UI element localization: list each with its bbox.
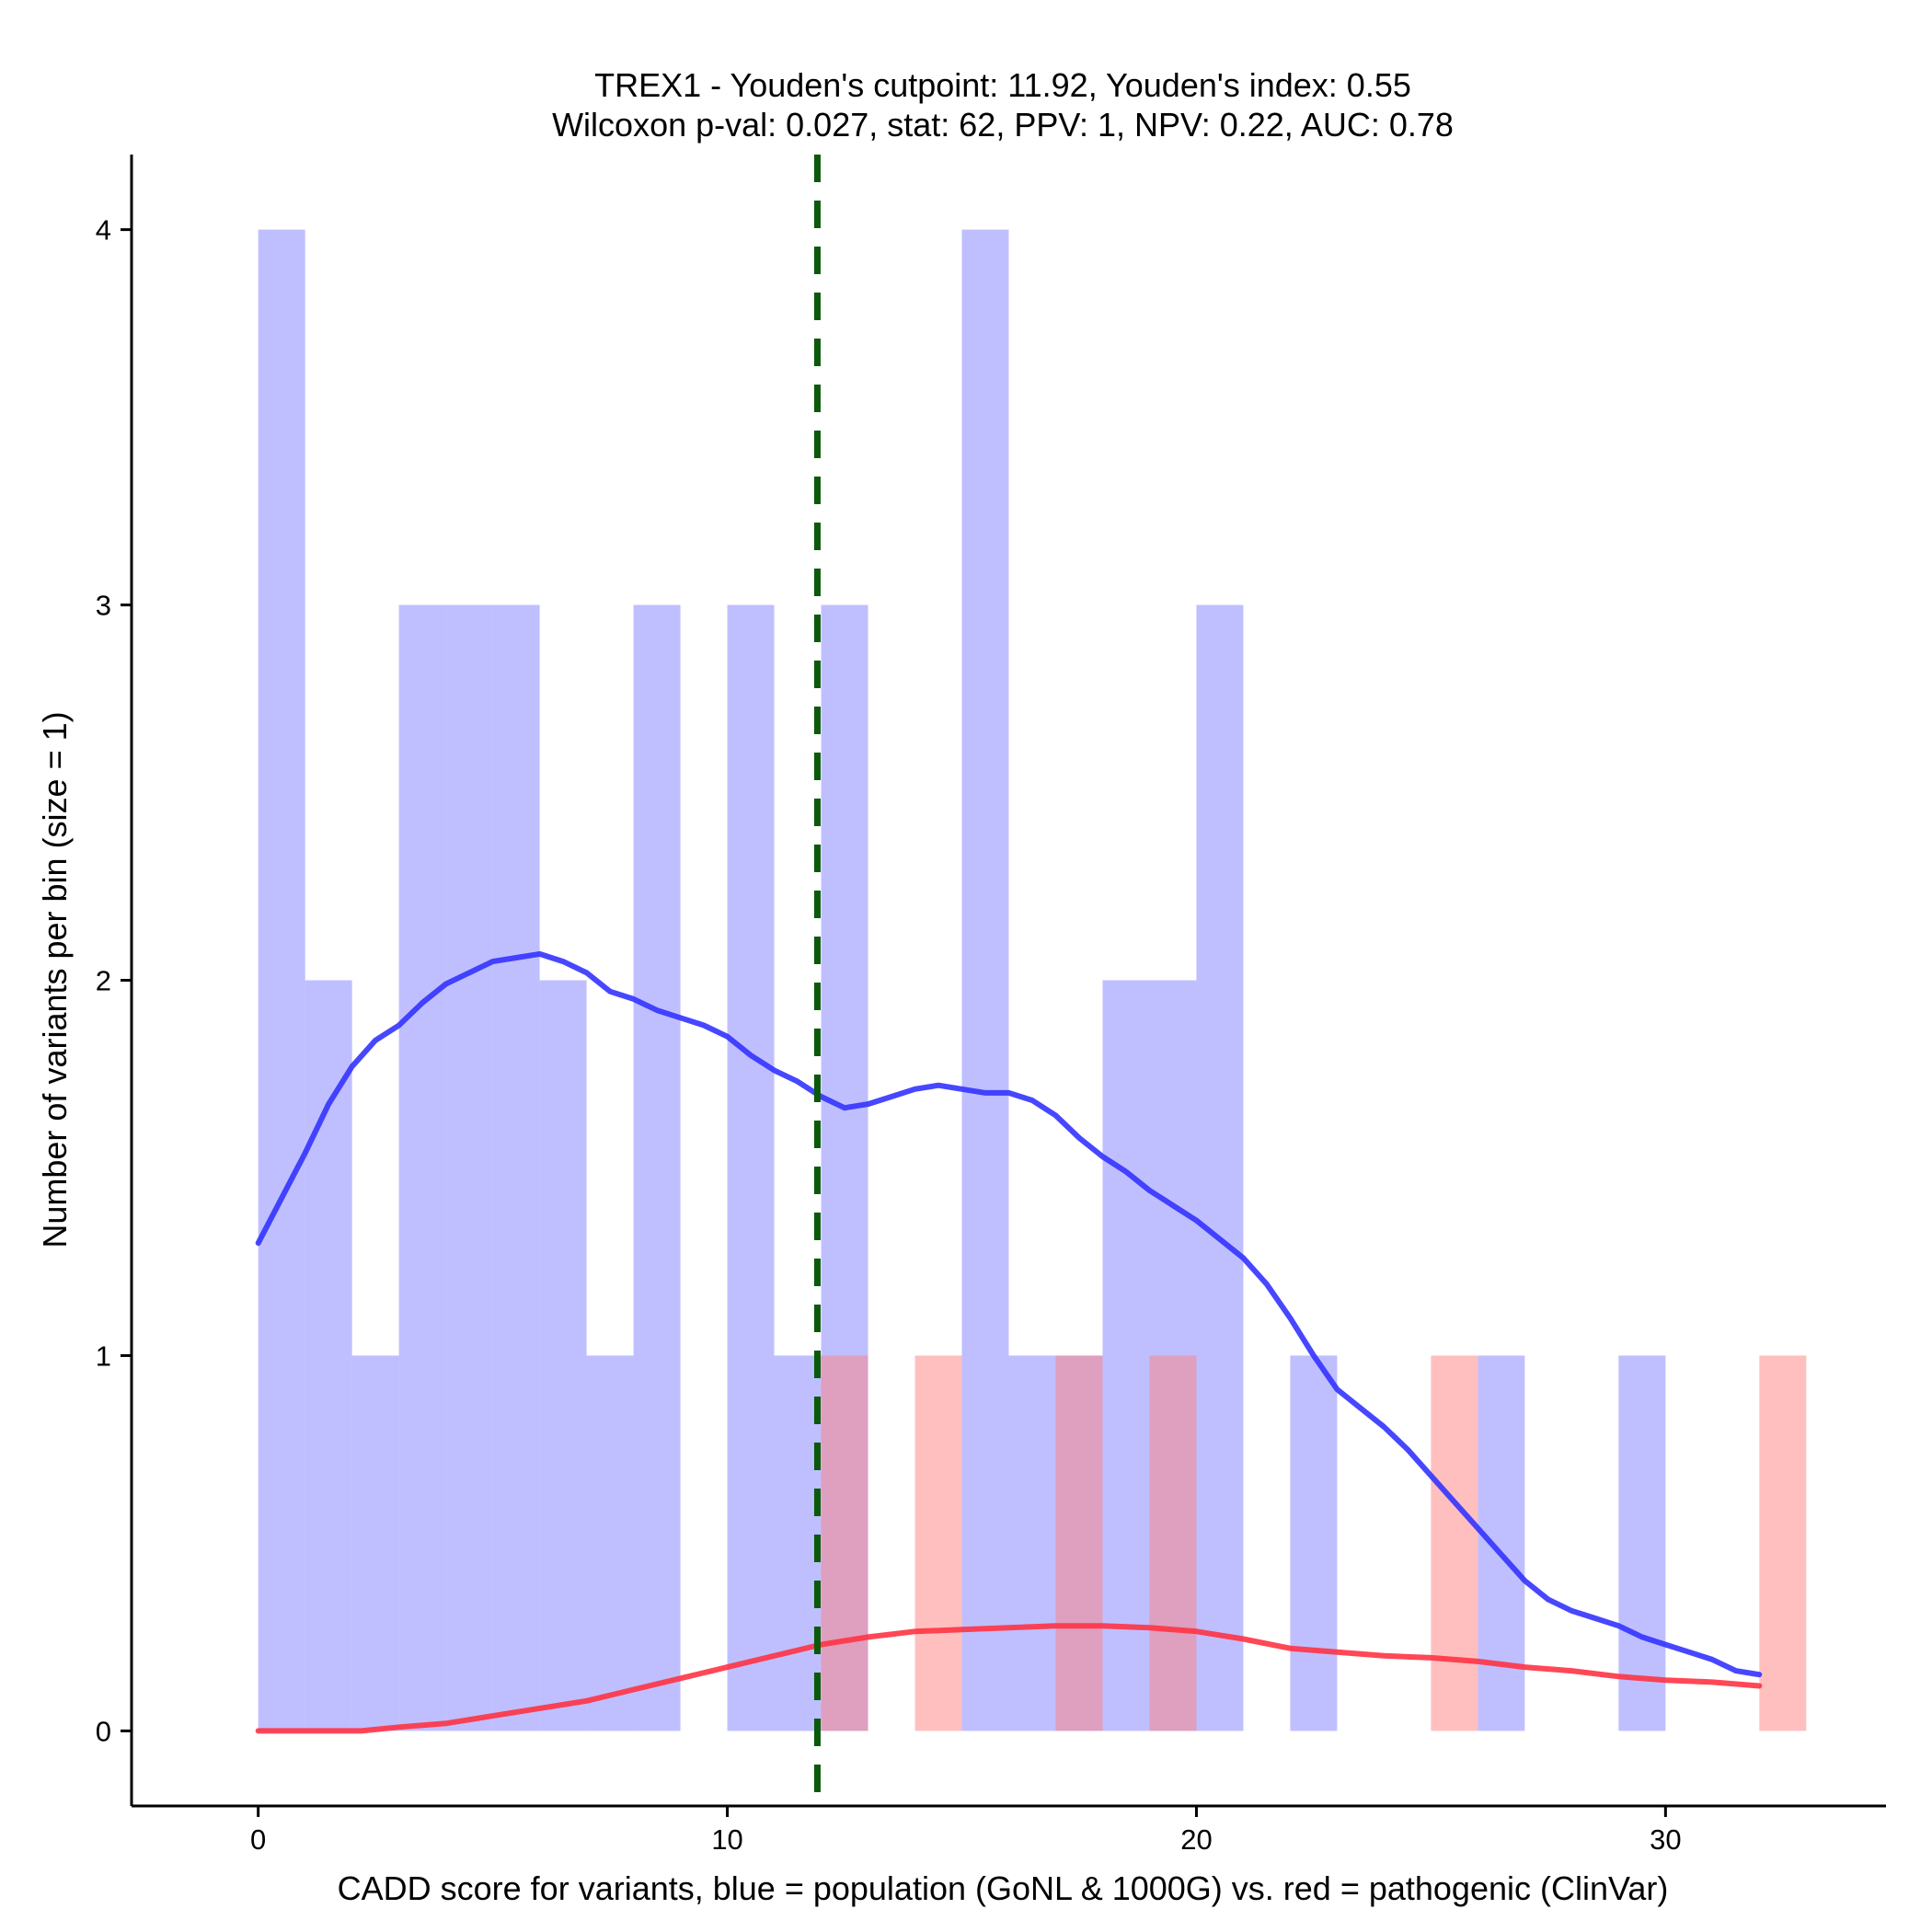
y-tick-label-2: 2: [96, 965, 111, 997]
population-bar-0: [258, 229, 305, 1731]
pathogenic-bar-4: [1431, 1355, 1478, 1731]
chart-title-line2: Wilcoxon p-val: 0.027, stat: 62, PPV: 1,…: [552, 106, 1454, 144]
population-bar-3: [398, 604, 446, 1731]
chart-title-line1: TREX1 - Youden's cutpoint: 11.92, Youden…: [594, 66, 1411, 104]
population-bar-6: [539, 980, 587, 1731]
population-bar-15: [1102, 980, 1150, 1731]
pathogenic-bar-3: [1149, 1355, 1197, 1731]
population-bar-8: [633, 604, 681, 1731]
y-tick-label-3: 3: [96, 590, 111, 622]
population-bar-1: [305, 980, 352, 1731]
population-bar-19: [1478, 1355, 1525, 1731]
x-tick-label-20: 20: [1180, 1823, 1212, 1856]
histogram-bars: [258, 229, 1807, 1731]
y-tick-label-0: 0: [96, 1715, 111, 1747]
axis-ticks: 0 10 20 30 0 1 2 3 4: [96, 214, 1682, 1856]
population-bar-17: [1196, 604, 1244, 1731]
population-bar-13: [1008, 1355, 1056, 1731]
density-curves: [255, 950, 1763, 1734]
x-axis-title: CADD score for variants, blue = populati…: [338, 1869, 1669, 1907]
pathogenic-density-curve: [255, 1623, 1763, 1734]
population-bar-4: [445, 604, 493, 1731]
population-bar-9: [727, 604, 775, 1731]
x-tick-label-0: 0: [250, 1823, 266, 1856]
population-bar-10: [774, 1355, 822, 1731]
population-density-curve: [255, 950, 1763, 1678]
pathogenic-bar-1: [914, 1355, 962, 1731]
x-tick-label-10: 10: [711, 1823, 742, 1856]
pathogenic-bar-0: [821, 1355, 868, 1731]
y-tick-label-1: 1: [96, 1340, 111, 1372]
population-bar-5: [492, 604, 540, 1731]
pathogenic-bar-5: [1759, 1355, 1807, 1731]
pathogenic-bar-2: [1055, 1355, 1103, 1731]
x-tick-label-30: 30: [1650, 1823, 1681, 1856]
population-bar-18: [1290, 1355, 1338, 1731]
y-axis-title: Number of variants per bin (size = 1): [36, 711, 74, 1248]
population-bar-7: [586, 1355, 634, 1731]
y-tick-label-4: 4: [96, 214, 111, 247]
population-bar-20: [1618, 1355, 1666, 1731]
population-bar-12: [961, 229, 1009, 1731]
population-bar-2: [351, 1355, 399, 1731]
